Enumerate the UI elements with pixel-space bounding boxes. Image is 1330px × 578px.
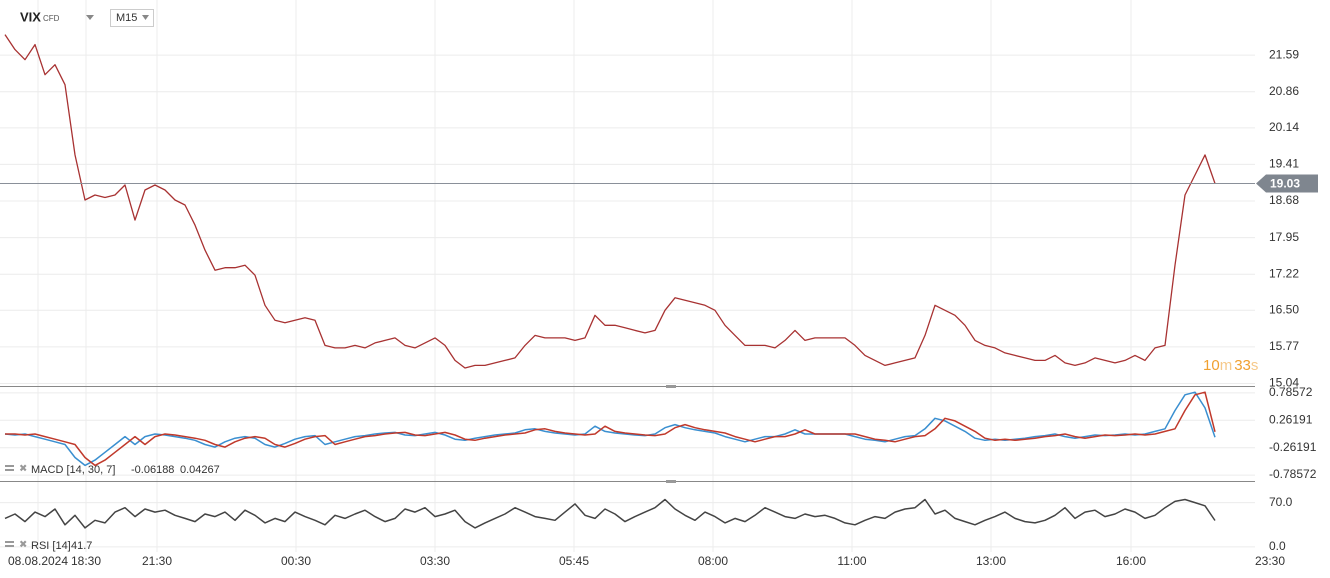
symbol-dropdown[interactable]	[86, 15, 94, 20]
icon	[5, 469, 14, 471]
y-tick-label: 19.41	[1269, 157, 1299, 171]
macd-legend: ✖ MACD [14, 30, 7] -0.06188 0.04267	[5, 464, 220, 476]
timeframe[interactable]: M15	[116, 12, 137, 24]
y-tick-label: 21.59	[1269, 47, 1299, 61]
icon	[5, 545, 14, 547]
y-tick-label: 20.14	[1269, 120, 1299, 134]
y-tick-label: 0.78572	[1269, 385, 1313, 399]
x-tick-label: 08:00	[698, 554, 728, 568]
x-tick-label: 13:00	[976, 554, 1006, 568]
x-tick-label: 08.08.2024	[8, 554, 68, 568]
close-icon[interactable]: ✖	[19, 540, 27, 551]
countdown-unit: s	[1251, 357, 1259, 374]
x-tick-label: 23:30	[1255, 554, 1285, 568]
grid-layer	[0, 0, 1255, 552]
countdown-sec: 33	[1234, 357, 1251, 374]
y-tick-label: 15.04	[1269, 376, 1299, 390]
symbol[interactable]: VIX	[20, 9, 41, 24]
x-tick-label: 11:00	[837, 554, 866, 568]
last-price-tag	[1256, 174, 1318, 193]
timeframe-box[interactable]	[110, 9, 154, 27]
y-tick-label: 0.0	[1269, 539, 1286, 553]
symbol-kind: CFD	[43, 14, 60, 23]
y-tick-label: 20.86	[1269, 84, 1299, 98]
x-tick-label: 05:45	[559, 554, 589, 568]
y-tick-label: 70.0	[1269, 495, 1293, 509]
x-tick-label: 00:30	[281, 554, 311, 568]
rsi-label: RSI [14]	[31, 540, 71, 552]
countdown: 10m 33s	[1203, 357, 1258, 374]
macd-value: -0.06188	[131, 464, 174, 476]
timeframe-dropdown[interactable]	[142, 15, 149, 20]
x-tick-label: 16:00	[1116, 554, 1146, 568]
countdown-unit: m	[1220, 357, 1233, 374]
countdown-min: 10	[1203, 357, 1220, 374]
y-tick-label: 17.95	[1269, 230, 1299, 244]
macd-label: MACD [14, 30, 7]	[31, 464, 115, 476]
close-icon[interactable]: ✖	[19, 464, 27, 475]
y-tick-label: 18.68	[1269, 193, 1299, 207]
y-tick-label: 17.22	[1269, 266, 1299, 280]
x-tick-label: 03:30	[420, 554, 450, 568]
y-tick-label: -0.26191	[1269, 440, 1317, 454]
series-line	[5, 391, 1216, 467]
signal-value: 0.04267	[180, 464, 220, 476]
x-tick-label: 21:30	[142, 554, 172, 568]
series-line	[4, 498, 1216, 529]
last-price-label: 19.03	[1270, 177, 1300, 191]
series-line	[4, 34, 1216, 369]
y-tick-label: 16.50	[1269, 302, 1299, 316]
rsi-legend: ✖ RSI [14] 41.7	[5, 540, 92, 552]
icon[interactable]	[5, 465, 14, 467]
x-tick-label: 18:30	[71, 554, 101, 568]
y-tick-label: -0.78572	[1269, 467, 1317, 481]
icon[interactable]	[5, 541, 14, 543]
rsi-value: 41.7	[71, 540, 92, 552]
y-tick-label: 0.26191	[1269, 412, 1313, 426]
y-tick-label: 15.77	[1269, 339, 1299, 353]
